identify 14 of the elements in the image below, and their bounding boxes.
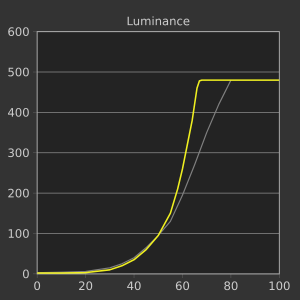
y-tick-label: 300 (8, 148, 29, 158)
x-tick-label: 80 (224, 281, 238, 290)
y-tick-label: 500 (8, 68, 29, 76)
y-tick-label: 400 (8, 108, 29, 117)
y-tick-label: 100 (8, 229, 29, 238)
x-tick-label: 20 (79, 281, 92, 290)
x-tick-label: 0 (34, 281, 40, 290)
y-tick-label: 200 (8, 188, 29, 198)
x-tick-label: 60 (176, 281, 190, 290)
y-tick-label: 600 (8, 27, 29, 36)
chart-title: Luminance (128, 16, 190, 26)
x-tick-label: 40 (127, 281, 141, 290)
y-tick-label: 0 (22, 269, 29, 278)
x-tick-label: 100 (270, 281, 290, 290)
